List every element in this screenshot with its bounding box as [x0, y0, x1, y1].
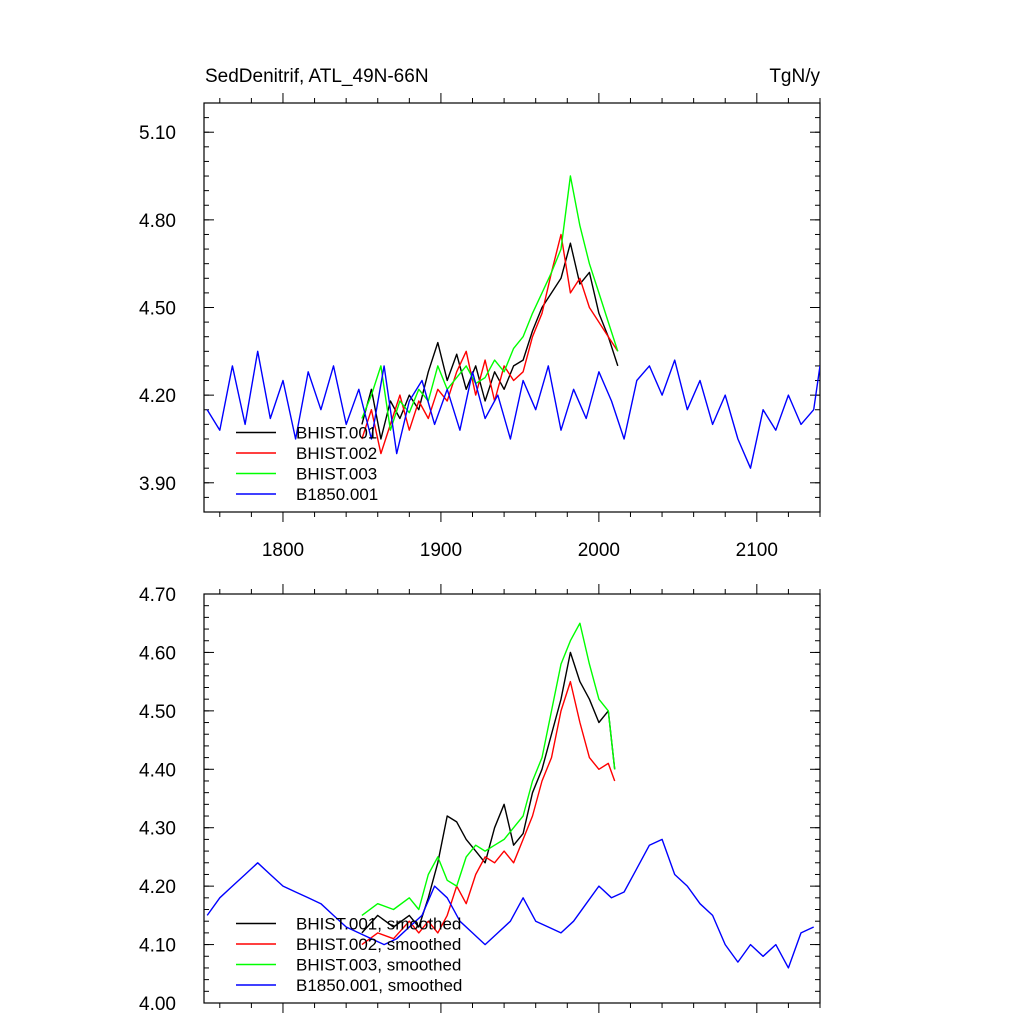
- legend-label: BHIST.002, smoothed: [296, 935, 461, 954]
- legend-label: BHIST.003: [296, 465, 377, 484]
- y-tick-label: 4.50: [139, 299, 176, 320]
- chart-title: SedDenitrif, ATL_49N-66N: [205, 66, 429, 87]
- y-tick-label: 3.90: [139, 474, 176, 495]
- legend-label: BHIST.001, smoothed: [296, 915, 461, 934]
- y-tick-label: 4.40: [139, 760, 176, 781]
- x-tick-label: 1900: [420, 540, 462, 561]
- legend-label: B1850.001, smoothed: [296, 976, 462, 995]
- series-line-bhist-002-smoothed: [361, 680, 616, 946]
- chart-units: TgN/y: [769, 66, 820, 87]
- legend-label: B1850.001: [296, 485, 378, 504]
- legend-label: BHIST.001: [296, 424, 377, 443]
- y-tick-label: 4.20: [139, 386, 176, 407]
- y-tick-label: 4.00: [139, 994, 176, 1015]
- y-tick-label: 4.30: [139, 819, 176, 840]
- series-line-bhist-002: [361, 233, 619, 455]
- y-tick-label: 5.10: [139, 123, 176, 144]
- legend-label: BHIST.002: [296, 444, 377, 463]
- y-tick-label: 4.70: [139, 585, 176, 606]
- legend-label: BHIST.003, smoothed: [296, 956, 461, 975]
- panel-top: 1800 1900 2000 2100 3.90 4.20 4.50 4.80 5.10 BHIS…: [139, 93, 821, 561]
- series-line-bhist-003: [361, 175, 619, 431]
- series-line-b1850-001: [206, 350, 820, 469]
- x-tick-label: 2000: [578, 540, 620, 561]
- x-tick-label: 2100: [736, 540, 778, 561]
- series-line-bhist-003-smoothed: [361, 622, 616, 916]
- x-tick-label: 1800: [262, 540, 304, 561]
- series-line-b1850-001-smoothed: [206, 838, 814, 969]
- y-tick-label: 4.80: [139, 211, 176, 232]
- y-tick-label: 4.10: [139, 936, 176, 957]
- series-line-bhist-001-smoothed: [361, 651, 616, 934]
- panel-bottom: 4.00 4.10 4.20 4.30 4.40 4.50 4.60 4.70 BHIST.00…: [139, 584, 821, 1015]
- plot-frame: [203, 593, 821, 1004]
- y-tick-label: 4.60: [139, 643, 176, 664]
- y-tick-label: 4.20: [139, 877, 176, 898]
- y-tick-label: 4.50: [139, 702, 176, 723]
